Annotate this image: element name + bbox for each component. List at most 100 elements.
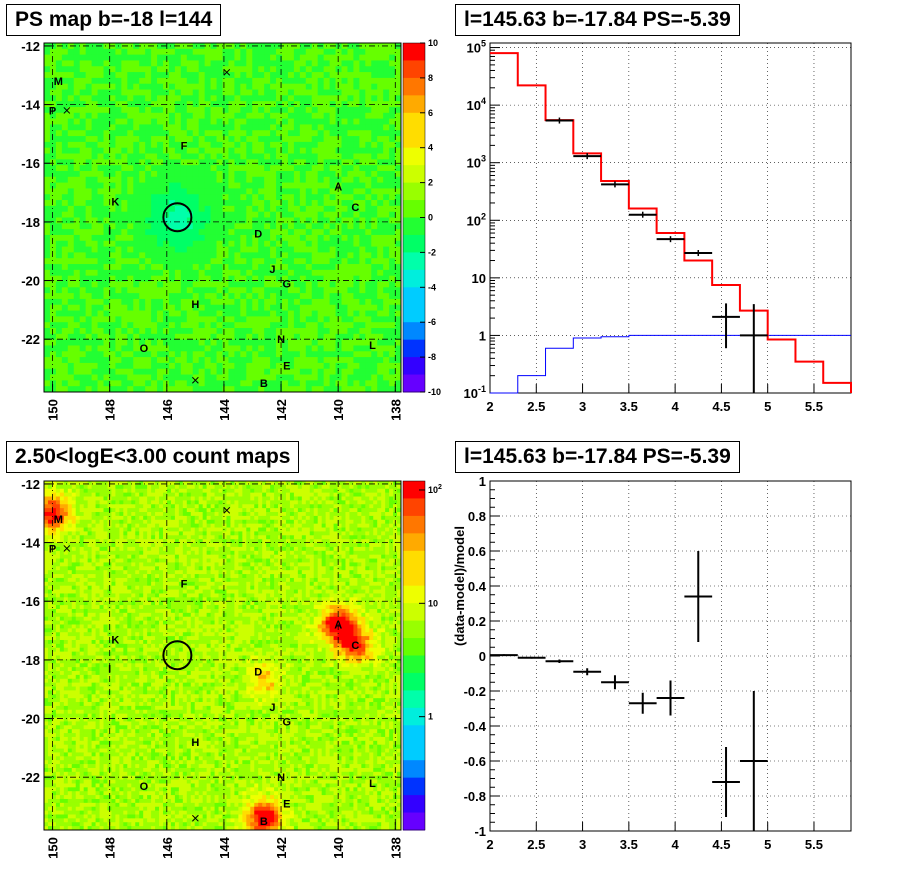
map-pixel [123, 504, 128, 509]
map-pixel [186, 500, 192, 505]
map-pixel [385, 492, 390, 497]
map-pixel [377, 328, 384, 335]
map-pixel [198, 188, 206, 195]
map-pixel [389, 316, 396, 323]
map-pixel [59, 504, 65, 509]
map-pixel [55, 275, 63, 282]
map-pixel [145, 252, 152, 259]
map-pixel [246, 223, 253, 230]
map-pixel [44, 269, 51, 277]
map-pixel [186, 484, 192, 490]
map-pixel [186, 258, 194, 265]
map-pixel [186, 252, 194, 259]
map-pixel [115, 523, 120, 528]
map-pixel [163, 234, 170, 242]
map-pixel [166, 496, 172, 501]
map-pixel [289, 512, 295, 517]
map-pixel [61, 234, 69, 242]
map-pixel [204, 211, 211, 218]
map-pixel [389, 252, 396, 259]
map-pixel [246, 194, 253, 201]
map-pixel [341, 194, 348, 201]
map-pixel [276, 310, 283, 317]
map-pixel [127, 339, 134, 346]
map-pixel [317, 275, 325, 282]
map-pixel [228, 130, 235, 137]
map-pixel [103, 357, 110, 364]
map-pixel [234, 252, 241, 259]
map-pixel [246, 496, 251, 501]
map-pixel [246, 345, 253, 352]
map-pixel [135, 496, 140, 501]
map-pixel [73, 194, 81, 201]
map-pixel [198, 252, 206, 259]
map-pixel [109, 170, 116, 178]
map-pixel [109, 269, 116, 277]
map-pixel [289, 500, 295, 505]
map-pixel [127, 310, 134, 317]
map-pixel [299, 357, 307, 364]
map-pixel [323, 141, 330, 149]
map-pixel [216, 298, 223, 306]
map-pixel [49, 333, 57, 341]
map-pixel [133, 357, 140, 364]
map-pixel [276, 223, 283, 230]
map-pixel [353, 504, 358, 509]
map-pixel [55, 523, 61, 528]
map-pixel [341, 124, 348, 131]
map-pixel [73, 159, 81, 166]
map-pixel [44, 527, 49, 532]
map-pixel [353, 484, 358, 490]
map-pixel [186, 246, 194, 253]
map-pixel [258, 211, 265, 218]
map-pixel [139, 380, 146, 387]
map-pixel [55, 269, 63, 277]
map-pixel [91, 328, 98, 335]
map-pixel [293, 488, 299, 494]
map-pixel [377, 527, 382, 532]
map-pixel [174, 246, 182, 253]
map-pixel [210, 351, 217, 358]
map-pixel [282, 380, 289, 387]
map-pixel [383, 281, 390, 288]
map-pixel [131, 500, 136, 505]
map-pixel [347, 194, 354, 201]
map-pixel [377, 362, 384, 370]
map-pixel [49, 66, 57, 73]
map-pixel [103, 380, 110, 387]
map-pixel [204, 316, 211, 323]
map-pixel [240, 141, 247, 149]
map-pixel [242, 496, 247, 501]
map-pixel [127, 194, 134, 201]
map-pixel [323, 328, 330, 335]
map-pixel [347, 48, 354, 56]
map-pixel [359, 380, 366, 387]
map-pixel [174, 527, 180, 532]
map-pixel [79, 531, 85, 536]
map-pixel [240, 170, 247, 178]
map-pixel [234, 293, 241, 300]
map-pixel [293, 481, 299, 486]
map-pixel [75, 492, 81, 497]
map-pixel [180, 357, 188, 364]
map-pixel [55, 328, 63, 335]
map-pixel [186, 515, 192, 521]
map-pixel [115, 223, 122, 230]
map-pixel [301, 519, 307, 525]
map-pixel [67, 89, 75, 96]
map-pixel [210, 106, 217, 114]
map-pixel [252, 182, 259, 189]
map-pixel [395, 182, 402, 189]
map-pixel [139, 112, 146, 120]
map-pixel [329, 269, 336, 277]
map-pixel [276, 153, 283, 160]
x-tick-label: 140 [331, 399, 346, 421]
colorbar-label: -8 [428, 352, 436, 362]
y-tick-label: -12 [21, 39, 40, 54]
map-pixel [395, 345, 402, 352]
map-pixel [293, 293, 301, 300]
map-pixel [73, 112, 81, 120]
map-pixel [305, 519, 311, 525]
map-pixel [353, 106, 360, 114]
map-pixel [246, 322, 253, 329]
